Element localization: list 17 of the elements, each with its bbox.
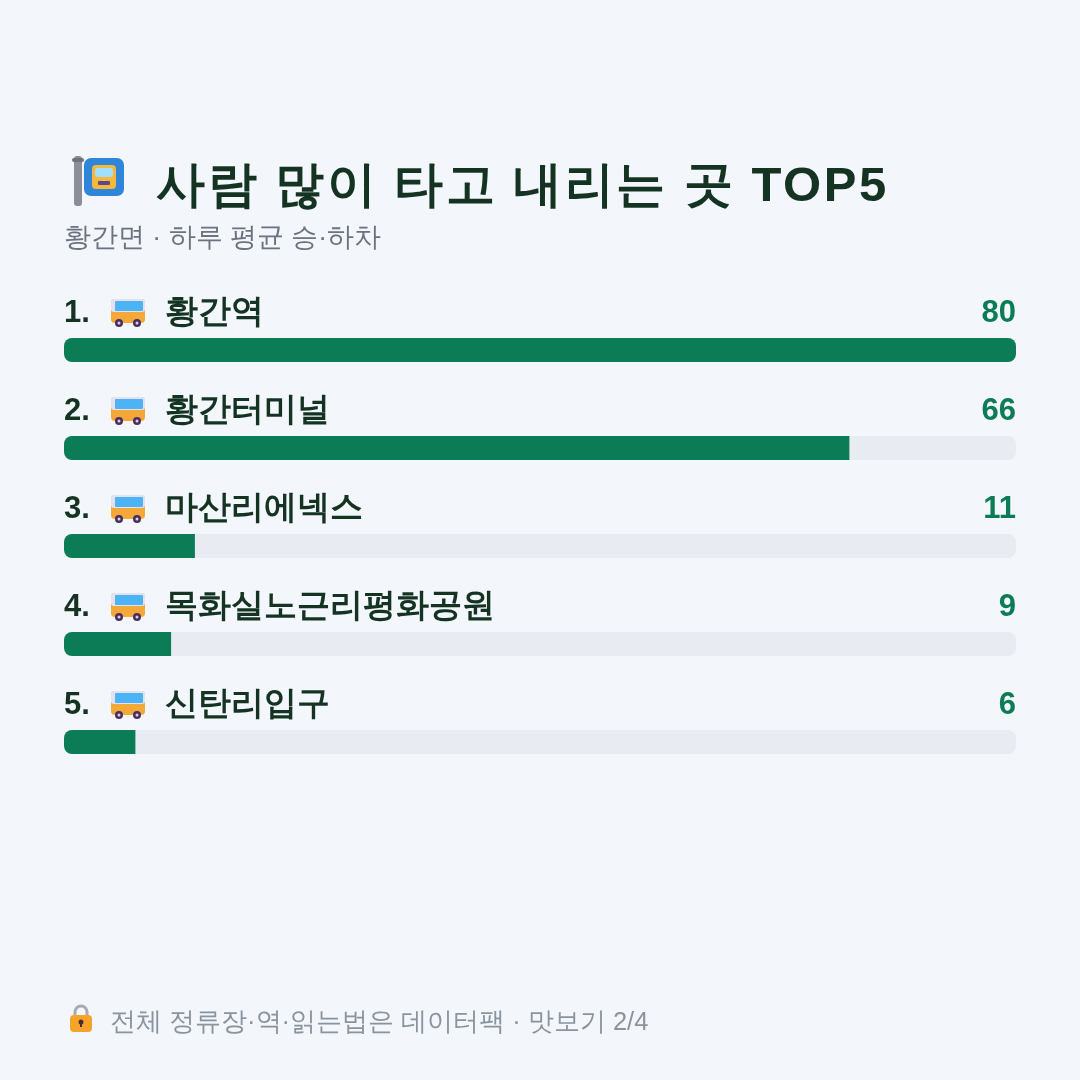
bar (64, 534, 195, 558)
category-label: 4. 목화실노근리평화공원 (64, 587, 495, 623)
category-label: 5. 신탄리입구 (64, 685, 330, 721)
category-label: 1. 황간역 (64, 293, 264, 329)
data-label: 11 (983, 490, 1016, 525)
chart-title: 사람 많이 타고 내리는 곳 TOP5 (156, 157, 889, 211)
bar (64, 730, 136, 754)
bar (64, 632, 172, 656)
data-label: 66 (981, 392, 1016, 427)
data-label: 80 (981, 294, 1016, 329)
category-label: 3. 마산리에넥스 (64, 489, 363, 525)
data-label: 9 (998, 588, 1016, 623)
text: 전체 정류장·역·읽는법은 데이터팩 · 맛보기 2/4 (110, 1007, 649, 1035)
chart-subtitle: 황간면 · 하루 평균 승·하차 (64, 222, 382, 252)
bar (64, 338, 1016, 362)
data-label: 6 (998, 686, 1016, 721)
category-label: 2. 황간터미널 (64, 391, 330, 427)
